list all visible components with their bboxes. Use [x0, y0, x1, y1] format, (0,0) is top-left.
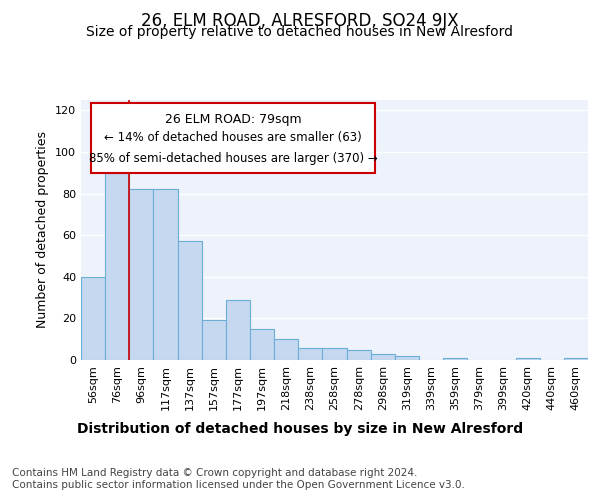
Bar	[274, 339, 298, 360]
Text: 26, ELM ROAD, ALRESFORD, SO24 9JX: 26, ELM ROAD, ALRESFORD, SO24 9JX	[141, 12, 459, 30]
Bar	[202, 320, 226, 360]
Bar	[81, 277, 105, 360]
Bar	[250, 329, 274, 360]
Bar	[129, 190, 154, 360]
Bar	[178, 242, 202, 360]
Y-axis label: Number of detached properties: Number of detached properties	[37, 132, 49, 328]
Bar	[298, 348, 322, 360]
Bar	[226, 300, 250, 360]
Text: Contains HM Land Registry data © Crown copyright and database right 2024.: Contains HM Land Registry data © Crown c…	[12, 468, 418, 477]
Text: Size of property relative to detached houses in New Alresford: Size of property relative to detached ho…	[86, 25, 514, 39]
Bar	[322, 348, 347, 360]
Bar	[515, 358, 540, 360]
Bar	[347, 350, 371, 360]
Bar	[154, 190, 178, 360]
Text: 26 ELM ROAD: 79sqm: 26 ELM ROAD: 79sqm	[165, 113, 301, 126]
Text: 85% of semi-detached houses are larger (370) →: 85% of semi-detached houses are larger (…	[89, 152, 377, 165]
Bar	[371, 354, 395, 360]
Bar	[564, 358, 588, 360]
Text: Contains public sector information licensed under the Open Government Licence v3: Contains public sector information licen…	[12, 480, 465, 490]
Bar	[443, 358, 467, 360]
Text: ← 14% of detached houses are smaller (63): ← 14% of detached houses are smaller (63…	[104, 131, 362, 144]
FancyBboxPatch shape	[91, 102, 375, 173]
Bar	[395, 356, 419, 360]
Bar	[105, 173, 129, 360]
Text: Distribution of detached houses by size in New Alresford: Distribution of detached houses by size …	[77, 422, 523, 436]
